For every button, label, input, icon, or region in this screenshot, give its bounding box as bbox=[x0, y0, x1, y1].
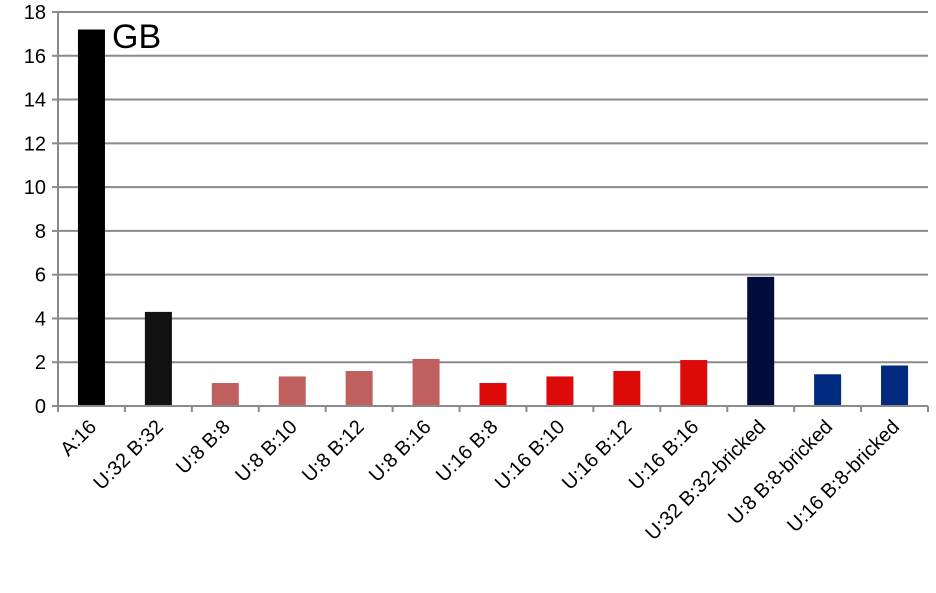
bar bbox=[412, 358, 440, 406]
x-tick-label: U:8 B:8 bbox=[172, 416, 235, 479]
y-tick-label: 18 bbox=[24, 2, 46, 24]
y-tick-label: 16 bbox=[24, 46, 46, 68]
bar bbox=[881, 365, 909, 406]
bar bbox=[144, 311, 172, 406]
y-tick-label: 2 bbox=[35, 352, 46, 374]
axis-layer: 0 2 4 6 8 10 12 14 16 18 bbox=[24, 2, 929, 418]
bar bbox=[479, 383, 507, 406]
labels-layer: A:16U:32 B:32 U:8 B:8U:8 B:10U:8 B:12U:8 … bbox=[56, 416, 904, 545]
x-tick-label: U:32 B:32 bbox=[89, 416, 167, 494]
y-tick-label: 12 bbox=[24, 133, 46, 155]
bar bbox=[747, 276, 775, 406]
y-tick-label: 8 bbox=[35, 221, 46, 243]
x-tick-label: U:8 B:16 bbox=[365, 416, 436, 487]
x-tick-label: U:16 B:12 bbox=[558, 416, 636, 494]
x-tick-label: U:8 B:10 bbox=[231, 416, 302, 487]
bar bbox=[546, 376, 574, 406]
y-axis-unit-label: GB bbox=[112, 18, 161, 56]
bar bbox=[77, 29, 105, 407]
x-tick-label: U:32 B:32-bricked bbox=[641, 416, 770, 545]
y-tick-label: 6 bbox=[35, 265, 46, 287]
x-tick-label: U:16 B:8-bricked bbox=[783, 416, 904, 537]
bar bbox=[814, 374, 842, 406]
x-tick-label: U:16 B:8 bbox=[432, 416, 503, 487]
y-tick-label: 10 bbox=[24, 177, 46, 199]
y-tick-label: 4 bbox=[35, 308, 46, 330]
x-tick-label: U:16 B:10 bbox=[491, 416, 569, 494]
bars-layer bbox=[77, 29, 909, 407]
bar bbox=[278, 376, 306, 406]
x-tick-label: U:8 B:12 bbox=[298, 416, 369, 487]
y-tick-label: 0 bbox=[35, 396, 46, 418]
bar bbox=[211, 383, 239, 406]
bar bbox=[613, 370, 641, 406]
x-tick-label: A:16 bbox=[56, 416, 101, 461]
y-tick-label: 14 bbox=[24, 90, 46, 112]
bar bbox=[680, 360, 708, 406]
bar bbox=[345, 370, 373, 406]
grid-layer bbox=[58, 11, 928, 364]
